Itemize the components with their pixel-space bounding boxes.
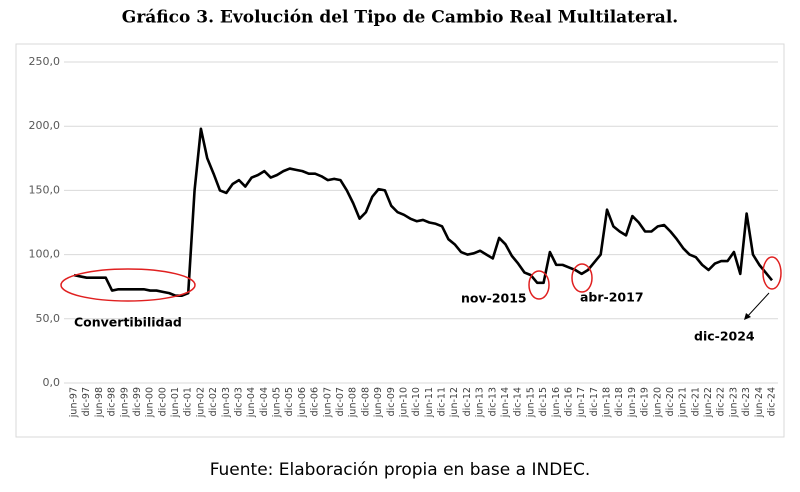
x-tick-label: dic-01 bbox=[183, 387, 194, 416]
x-tick-label: jun-21 bbox=[678, 387, 689, 418]
x-tick-label: jun-15 bbox=[525, 387, 536, 418]
x-tick-label: jun-17 bbox=[576, 387, 587, 418]
x-tick-label: jun-14 bbox=[500, 387, 511, 418]
y-tick-label: 150,0 bbox=[29, 183, 61, 196]
highlight-ellipse bbox=[762, 256, 782, 290]
x-tick-label: jun-01 bbox=[170, 387, 181, 418]
y-tick-label: 200,0 bbox=[29, 119, 61, 132]
x-tick-label: jun-24 bbox=[754, 387, 765, 418]
x-tick-label: dic-18 bbox=[614, 387, 625, 416]
x-tick-label: jun-07 bbox=[322, 387, 333, 418]
x-tick-label: dic-03 bbox=[233, 387, 244, 416]
x-tick-label: dic-14 bbox=[513, 387, 524, 416]
x-tick-label: dic-15 bbox=[538, 387, 549, 416]
x-tick-label: jun-97 bbox=[69, 387, 80, 418]
x-tick-label: jun-09 bbox=[373, 387, 384, 418]
highlight-ellipse bbox=[528, 270, 550, 300]
x-tick-label: jun-10 bbox=[398, 387, 409, 418]
x-tick-label: dic-99 bbox=[132, 387, 143, 416]
y-tick-label: 50,0 bbox=[36, 312, 61, 325]
y-tick-label: 100,0 bbox=[29, 248, 61, 261]
x-tick-label: dic-02 bbox=[208, 387, 219, 416]
x-tick-label: dic-07 bbox=[335, 387, 346, 416]
highlight-ellipse bbox=[60, 268, 196, 302]
source: Fuente: Elaboración propia en base a IND… bbox=[210, 460, 591, 480]
x-tick-label: dic-97 bbox=[81, 387, 92, 416]
x-tick-label: jun-05 bbox=[272, 387, 283, 418]
x-tick-label: dic-04 bbox=[259, 387, 270, 416]
annotation: dic-2024 bbox=[694, 329, 755, 344]
x-tick-label: dic-23 bbox=[741, 387, 752, 416]
chart-title: Gráfico 3. Evolución del Tipo de Cambio … bbox=[122, 8, 678, 28]
x-tick-label: jun-19 bbox=[627, 387, 638, 418]
x-tick-label: dic-21 bbox=[690, 387, 701, 416]
x-tick-label: dic-13 bbox=[487, 387, 498, 416]
x-tick-label: dic-98 bbox=[107, 387, 118, 416]
x-tick-label: jun-13 bbox=[475, 387, 486, 418]
x-tick-label: dic-16 bbox=[563, 387, 574, 416]
x-tick-label: dic-11 bbox=[437, 387, 448, 416]
x-tick-label: dic-05 bbox=[284, 387, 295, 416]
x-tick-label: dic-19 bbox=[640, 387, 651, 416]
arrow-head bbox=[744, 313, 751, 320]
highlight-ellipse bbox=[571, 263, 593, 293]
x-tick-label: dic-24 bbox=[767, 387, 778, 416]
x-tick-label: jun-99 bbox=[119, 387, 130, 418]
x-tick-label: jun-22 bbox=[703, 387, 714, 418]
x-tick-label: dic-09 bbox=[386, 387, 397, 416]
x-tick-label: jun-06 bbox=[297, 387, 308, 418]
y-tick-label: 250,0 bbox=[29, 55, 61, 68]
x-tick-label: jun-20 bbox=[652, 387, 663, 418]
annotation: abr-2017 bbox=[580, 290, 644, 305]
x-tick-label: jun-12 bbox=[449, 387, 460, 418]
x-tick-label: dic-17 bbox=[589, 387, 600, 416]
x-tick-label: dic-22 bbox=[716, 387, 727, 416]
chart-frame bbox=[15, 43, 785, 438]
x-tick-label: dic-20 bbox=[665, 387, 676, 416]
arrow bbox=[745, 292, 770, 319]
marks bbox=[73, 127, 774, 297]
x-tick-label: jun-08 bbox=[348, 387, 359, 418]
x-tick-label: dic-06 bbox=[310, 387, 321, 416]
y-tick-label: 0,0 bbox=[43, 376, 61, 389]
x-tick-label: jun-11 bbox=[424, 387, 435, 418]
x-tick-label: jun-16 bbox=[551, 387, 562, 418]
x-tick-label: jun-23 bbox=[728, 387, 739, 418]
x-tick-label: jun-00 bbox=[145, 387, 156, 418]
x-tick-label: dic-12 bbox=[462, 387, 473, 416]
x-tick-label: jun-18 bbox=[602, 387, 613, 418]
x-tick-label: jun-04 bbox=[246, 387, 257, 418]
x-tick-label: dic-00 bbox=[157, 387, 168, 416]
line-series bbox=[73, 127, 774, 297]
x-tick-label: dic-10 bbox=[411, 387, 422, 416]
x-tick-label: jun-03 bbox=[221, 387, 232, 418]
annotation: Convertibilidad bbox=[74, 315, 182, 330]
x-tick-label: jun-02 bbox=[195, 387, 206, 418]
x-tick-label: dic-08 bbox=[360, 387, 371, 416]
annotation: nov-2015 bbox=[461, 291, 527, 306]
x-tick-label: jun-98 bbox=[94, 387, 105, 418]
